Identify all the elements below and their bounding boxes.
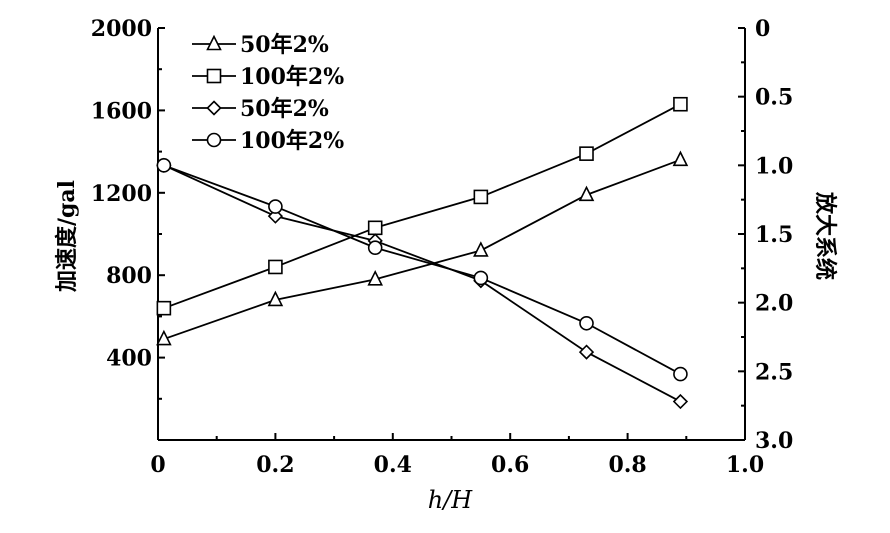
data-point-square xyxy=(268,259,283,275)
y2-tick-label: 2.0 xyxy=(755,291,793,317)
y2-tick-label: 1.5 xyxy=(755,222,793,248)
y2-tick-label: 0.5 xyxy=(755,85,793,111)
legend-marker-diamond xyxy=(206,100,222,116)
y-tick-label: 800 xyxy=(106,263,152,289)
series-layer xyxy=(156,96,689,410)
y2-tick-label: 1.0 xyxy=(755,153,793,179)
series-1-triangle xyxy=(156,150,689,346)
x-tick-label: 0 xyxy=(150,452,165,478)
x-tick-label: 0.2 xyxy=(256,452,294,478)
data-point-square xyxy=(673,96,688,112)
series-line xyxy=(163,164,681,375)
x-axis-title: h/H xyxy=(428,486,474,514)
legend-label: 50年2% xyxy=(240,96,329,122)
data-point-triangle xyxy=(367,270,383,286)
data-point-square xyxy=(156,300,172,316)
legend-item: 50年2% xyxy=(192,96,329,122)
data-point-triangle xyxy=(473,241,489,257)
data-point-circle xyxy=(473,270,489,286)
x-tick-label: 0.4 xyxy=(374,452,412,478)
legend-label: 50年2% xyxy=(240,32,329,58)
data-point-triangle xyxy=(578,185,595,202)
series-line xyxy=(163,158,681,340)
x-tick-label: 0.6 xyxy=(491,452,529,478)
data-point-square xyxy=(367,220,383,236)
data-point-diamond xyxy=(578,344,595,360)
y-tick-label: 1200 xyxy=(91,181,152,207)
data-point-square xyxy=(473,189,489,205)
data-point-triangle xyxy=(672,150,689,167)
y-tick-label: 1600 xyxy=(91,98,152,124)
data-point-circle xyxy=(156,158,172,173)
data-point-diamond xyxy=(672,393,689,410)
data-point-square xyxy=(579,146,594,161)
legend-item: 100年2% xyxy=(192,64,344,90)
legend-marker-circle xyxy=(206,132,222,148)
y2-tick-label: 0 xyxy=(755,16,770,42)
legend: 50年2% 100年2% 50年2% 100年2% xyxy=(192,32,344,154)
series-line xyxy=(163,103,681,310)
legend-label: 100年2% xyxy=(240,64,344,90)
y-tick-label: 400 xyxy=(106,346,152,372)
legend-marker-triangle xyxy=(206,34,222,51)
legend-marker-square xyxy=(206,68,222,84)
x-tick-label: 0.8 xyxy=(608,452,646,478)
y-axis-title: 加速度/gal xyxy=(54,180,80,293)
x-tick-label: 1.0 xyxy=(726,452,764,478)
legend-item: 50年2% xyxy=(192,32,329,58)
y2-tick-label: 2.5 xyxy=(755,359,793,385)
series-4-circle xyxy=(156,158,688,382)
data-point-triangle xyxy=(267,290,284,307)
series-2-square xyxy=(156,96,688,316)
series-3-diamond xyxy=(156,157,689,410)
y2-axis-title: 放大系统 xyxy=(812,191,838,280)
y-tick-label: 2000 xyxy=(91,16,152,42)
data-point-circle xyxy=(579,315,594,331)
series-line xyxy=(163,164,681,403)
data-point-circle xyxy=(673,366,688,382)
axes: 0 0.2 0.4 0.6 0.8 1.0 400 800 1200 1600 2000 0 0.5 1.… xyxy=(91,16,794,478)
y2-tick-label: 3.0 xyxy=(755,428,793,454)
data-point-triangle xyxy=(156,329,172,346)
data-point-circle xyxy=(268,199,283,214)
legend-label: 100年2% xyxy=(240,128,344,154)
legend-item: 100年2% xyxy=(192,128,344,154)
data-point-circle xyxy=(367,240,383,256)
